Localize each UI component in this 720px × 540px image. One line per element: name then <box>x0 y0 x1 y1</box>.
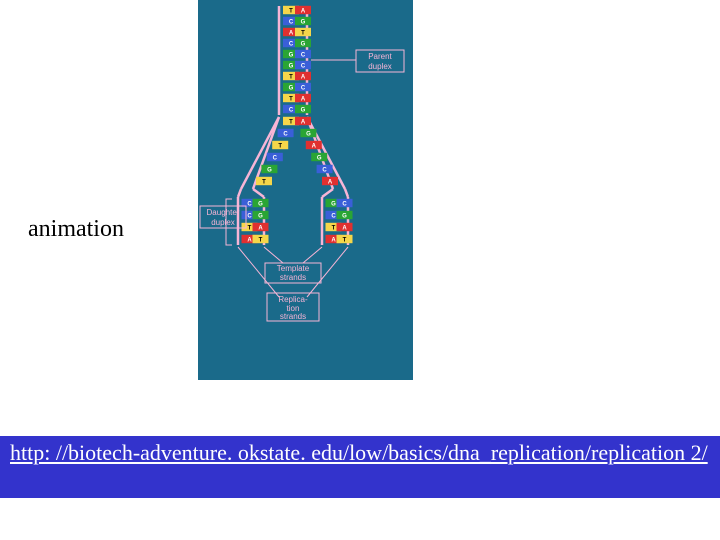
svg-text:A: A <box>342 225 347 231</box>
svg-text:A: A <box>247 237 252 243</box>
svg-text:T: T <box>289 119 293 125</box>
svg-text:T: T <box>259 237 263 243</box>
dna-replication-figure: TACGATCGGCGCTAGCTACGParentduplexTACGTACG… <box>198 0 413 380</box>
svg-text:C: C <box>247 201 252 207</box>
svg-text:C: C <box>301 63 306 69</box>
svg-text:G: G <box>306 131 311 137</box>
svg-text:G: G <box>301 41 306 47</box>
svg-text:G: G <box>301 107 306 113</box>
dna-diagram-svg: TACGATCGGCGCTAGCTACGParentduplexTACGTACG… <box>198 0 413 380</box>
svg-text:strands: strands <box>280 312 306 321</box>
svg-text:T: T <box>289 74 293 80</box>
svg-text:C: C <box>342 201 347 207</box>
svg-text:C: C <box>289 41 294 47</box>
svg-text:G: G <box>289 63 294 69</box>
svg-text:T: T <box>248 225 252 231</box>
svg-text:G: G <box>258 213 263 219</box>
svg-text:T: T <box>262 179 266 185</box>
svg-text:C: C <box>301 85 306 91</box>
svg-text:C: C <box>283 131 288 137</box>
svg-text:G: G <box>342 213 347 219</box>
svg-text:Daughter: Daughter <box>207 208 240 217</box>
reference-link[interactable]: http: //biotech-adventure. okstate. edu/… <box>10 440 708 465</box>
svg-text:G: G <box>267 167 272 173</box>
svg-text:T: T <box>332 225 336 231</box>
svg-text:strands: strands <box>280 273 306 282</box>
svg-text:A: A <box>312 143 317 149</box>
svg-text:G: G <box>331 201 336 207</box>
svg-text:C: C <box>289 107 294 113</box>
svg-text:T: T <box>301 30 305 36</box>
svg-text:A: A <box>328 179 333 185</box>
svg-text:T: T <box>343 237 347 243</box>
svg-text:G: G <box>301 19 306 25</box>
svg-text:A: A <box>301 8 306 14</box>
svg-text:C: C <box>301 52 306 58</box>
svg-text:duplex: duplex <box>368 62 392 71</box>
svg-text:G: G <box>289 85 294 91</box>
svg-text:A: A <box>331 237 336 243</box>
svg-text:C: C <box>289 19 294 25</box>
svg-text:G: G <box>258 201 263 207</box>
svg-text:T: T <box>278 143 282 149</box>
svg-text:A: A <box>258 225 263 231</box>
svg-text:G: G <box>289 52 294 58</box>
svg-text:G: G <box>317 155 322 161</box>
svg-text:duplex: duplex <box>211 218 235 227</box>
svg-text:Parent: Parent <box>368 52 392 61</box>
svg-text:C: C <box>247 213 252 219</box>
svg-text:A: A <box>301 74 306 80</box>
svg-text:Template: Template <box>277 264 310 273</box>
svg-text:C: C <box>273 155 278 161</box>
svg-text:C: C <box>331 213 336 219</box>
svg-text:A: A <box>289 30 294 36</box>
svg-text:T: T <box>289 8 293 14</box>
svg-text:C: C <box>322 167 327 173</box>
svg-text:T: T <box>289 96 293 102</box>
label-animation: animation <box>28 216 124 243</box>
svg-text:Replica-: Replica- <box>278 295 308 304</box>
link-bar: http: //biotech-adventure. okstate. edu/… <box>0 436 720 498</box>
svg-text:A: A <box>301 119 306 125</box>
svg-text:A: A <box>301 96 306 102</box>
